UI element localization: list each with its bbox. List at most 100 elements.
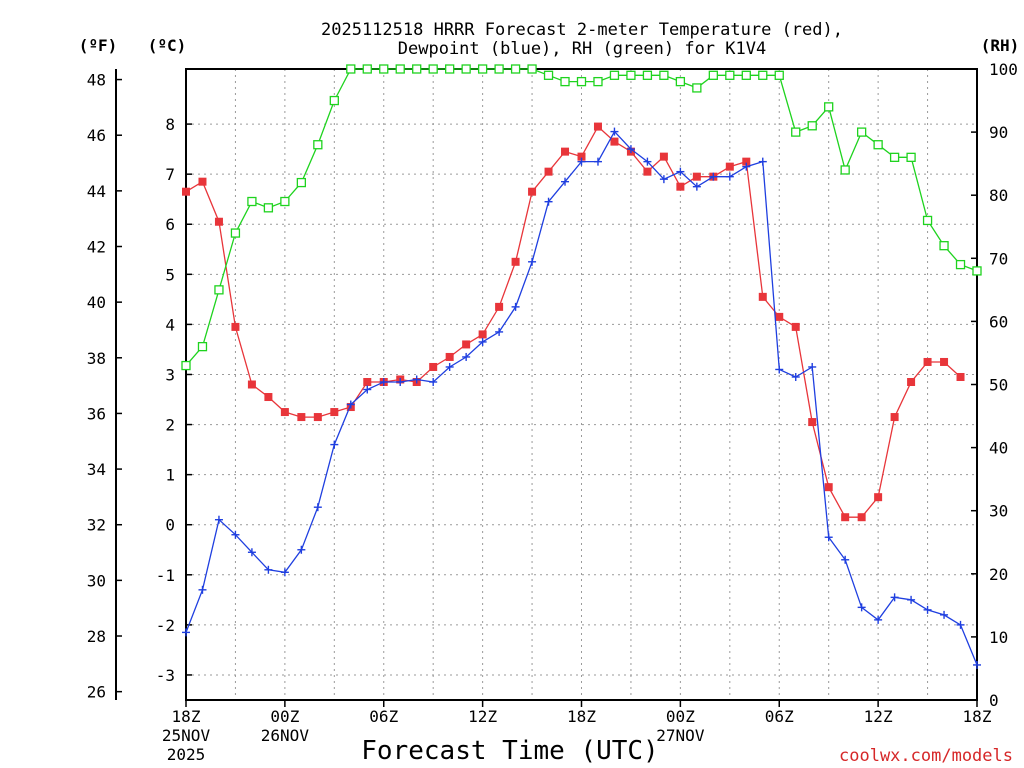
temperature-point <box>330 408 339 417</box>
dewpoint-point <box>478 337 487 346</box>
rh-point <box>329 95 339 106</box>
rh-point <box>510 64 521 74</box>
rh-series <box>181 64 982 371</box>
x-tick-label: 18Z <box>172 707 201 726</box>
dewpoint-point <box>330 440 339 449</box>
dewpoint-point <box>626 145 635 154</box>
dewpoint-point <box>923 605 932 614</box>
rh-point <box>758 70 768 80</box>
dewpoint-point <box>610 127 619 136</box>
temperature-point <box>297 413 306 422</box>
dewpoint-point <box>643 157 652 166</box>
chart-title-line1: 2025112518 HRRR Forecast 2-meter Tempera… <box>321 20 843 40</box>
temperature-point <box>231 322 240 331</box>
x-tick-label: 18Z <box>963 707 992 726</box>
rh-point <box>296 177 307 188</box>
rh-point <box>494 64 504 74</box>
dewpoint-point <box>544 197 553 206</box>
dewpoint-point <box>445 362 454 371</box>
rh-tick-label: 30 <box>989 502 1008 521</box>
temperature-point <box>561 147 570 156</box>
dewpoint-point <box>577 157 586 166</box>
temperature-point <box>429 362 438 371</box>
dewpoint-series <box>182 127 981 669</box>
dewpoint-point <box>511 302 520 311</box>
rh-point <box>642 70 653 80</box>
rh-point <box>214 285 224 295</box>
rh-point <box>428 64 438 74</box>
fahrenheit-tick-label: 30 <box>87 571 106 590</box>
fahrenheit-tick-label: 32 <box>87 516 106 535</box>
dewpoint-point <box>874 615 883 624</box>
temperature-point <box>643 167 652 176</box>
dewpoint-line <box>185 130 978 666</box>
rh-point <box>346 64 356 74</box>
rh-tick-label: 60 <box>989 312 1008 331</box>
rh-tick-label: 90 <box>989 123 1008 142</box>
dewpoint-point <box>775 365 784 374</box>
x-axis-label: Forecast Time (UTC) <box>361 736 658 766</box>
temperature-point <box>940 357 949 366</box>
fahrenheit-tick-label: 26 <box>87 683 106 702</box>
temperature-point <box>923 357 932 366</box>
rh-point <box>626 70 636 80</box>
fahrenheit-tick-label: 40 <box>87 293 106 312</box>
dewpoint-point <box>231 530 240 539</box>
rh-tick-label: 80 <box>989 186 1008 205</box>
temperature-point <box>214 217 223 226</box>
temperature-point <box>692 172 701 181</box>
dewpoint-point <box>824 533 833 542</box>
temperature-point <box>462 340 471 349</box>
celsius-tick-label: 0 <box>165 516 175 535</box>
x-tick-label: 06Z <box>369 707 398 726</box>
rh-tick-label: 100 <box>989 60 1018 79</box>
temperature-point <box>791 322 800 331</box>
temperature-point <box>890 413 899 422</box>
rh-point <box>461 64 471 74</box>
rh-tick-label: 40 <box>989 439 1008 458</box>
dewpoint-point <box>791 372 800 381</box>
temperature-point <box>808 418 817 427</box>
rh-point <box>840 165 850 175</box>
rh-point <box>972 266 982 276</box>
dewpoint-point <box>528 257 537 266</box>
celsius-tick-label: 1 <box>165 466 175 485</box>
rh-point <box>889 152 900 162</box>
celsius-tick-label: 6 <box>165 215 175 234</box>
rh-point <box>856 127 867 137</box>
dewpoint-point <box>725 172 734 181</box>
celsius-tick-label: 2 <box>165 416 175 435</box>
celsius-tick-label: 5 <box>165 265 175 284</box>
fahrenheit-tick-label: 38 <box>87 349 106 368</box>
temperature-point <box>280 408 289 417</box>
fahrenheit-tick-label: 46 <box>87 126 106 145</box>
temperature-point <box>874 493 883 502</box>
rh-point <box>741 70 751 80</box>
dewpoint-point <box>692 182 701 191</box>
rh-point <box>230 228 241 238</box>
rh-point <box>807 121 817 131</box>
temperature-point <box>247 380 256 389</box>
rh-point <box>313 140 323 150</box>
rh-point <box>445 64 455 74</box>
x-tick-label: 12Z <box>864 707 893 726</box>
credit-label: coolwx.com/models <box>839 746 1013 766</box>
rh-point <box>708 70 718 80</box>
dewpoint-point <box>907 595 916 604</box>
x-tick-year-label: 2025 <box>167 745 206 764</box>
temperature-point <box>857 513 866 522</box>
dewpoint-point <box>841 555 850 564</box>
temperature-point <box>363 377 372 386</box>
temperature-point <box>528 187 537 196</box>
x-tick-date-label: 27NOV <box>656 726 705 745</box>
dewpoint-point <box>182 628 190 637</box>
dewpoint-point <box>593 157 602 166</box>
dewpoint-point <box>890 593 899 602</box>
dewpoint-point <box>676 167 685 176</box>
dewpoint-point <box>758 157 767 166</box>
dewpoint-point <box>247 548 256 557</box>
dewpoint-point <box>313 503 322 512</box>
temperature-point <box>198 177 207 186</box>
rh-tick-label: 0 <box>989 691 999 710</box>
